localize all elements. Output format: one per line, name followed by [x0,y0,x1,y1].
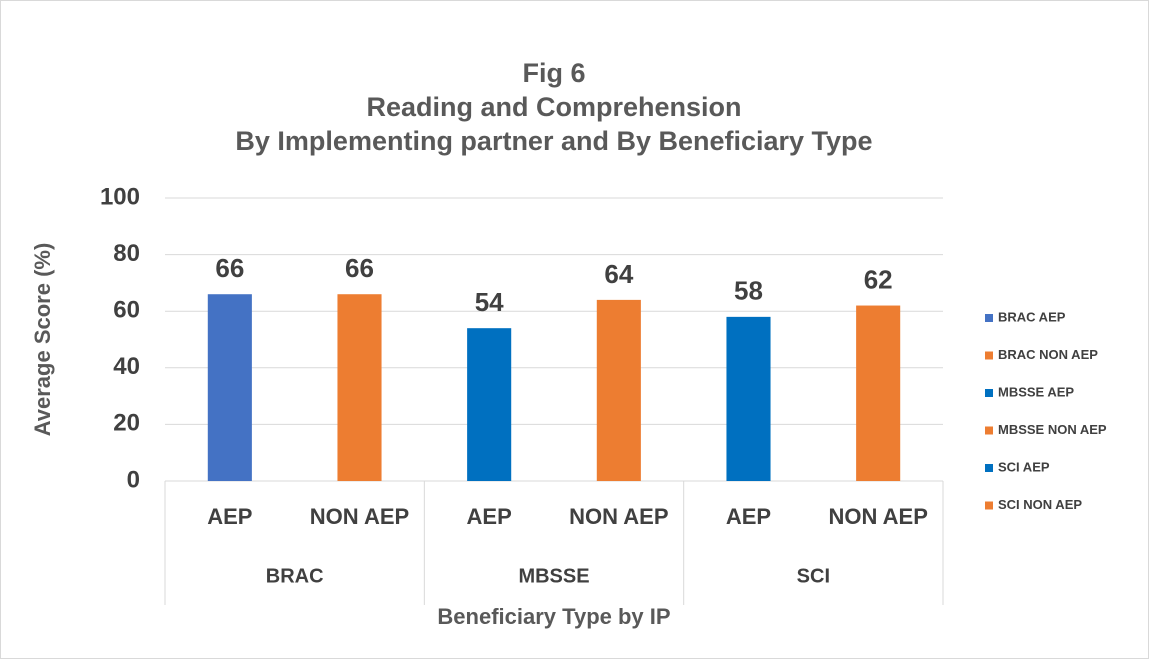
bar [596,299,641,481]
chart-title: Reading and Comprehension [366,92,741,122]
y-tick-label: 40 [113,353,140,380]
bar [856,305,901,481]
legend-label: MBSSE NON AEP [998,422,1107,437]
bar [207,294,252,481]
group-label: MBSSE [518,565,589,587]
legend-label: MBSSE AEP [998,384,1074,399]
group-label: BRAC [266,565,324,587]
data-label: 66 [215,253,244,283]
legend-swatch [985,464,993,472]
x-tick-label: NON AEP [310,504,409,529]
legend-swatch [985,314,993,322]
legend-swatch [985,389,993,397]
legend-label: SCI AEP [998,459,1050,474]
legend-swatch [985,426,993,435]
chart-title: By Implementing partner and By Beneficia… [235,126,872,156]
x-axis-label: Beneficiary Type by IP [437,604,670,629]
legend-label: SCI NON AEP [998,497,1082,512]
x-tick-label: AEP [207,504,252,529]
data-label: 62 [864,264,893,294]
legend-swatch [985,501,993,510]
x-tick-label: AEP [726,504,771,529]
group-label: SCI [797,565,830,587]
y-tick-label: 80 [113,240,140,267]
legend-label: BRAC AEP [998,309,1066,324]
data-label: 58 [734,276,763,306]
legend-label: BRAC NON AEP [998,347,1098,362]
legend-swatch [985,351,993,360]
y-tick-label: 100 [100,183,140,210]
data-label: 66 [345,253,374,283]
x-tick-label: AEP [467,504,512,529]
bar [726,316,771,481]
bar [467,328,512,481]
data-label: 54 [475,287,504,317]
y-tick-label: 60 [113,297,140,324]
data-label: 64 [604,259,633,289]
y-axis-label: Average Score (%) [30,243,55,437]
x-tick-label: NON AEP [828,504,927,529]
y-tick-label: 0 [127,466,140,493]
bar [337,294,382,481]
chart-title: Fig 6 [522,58,585,88]
x-tick-label: NON AEP [569,504,668,529]
y-tick-label: 20 [113,410,140,437]
